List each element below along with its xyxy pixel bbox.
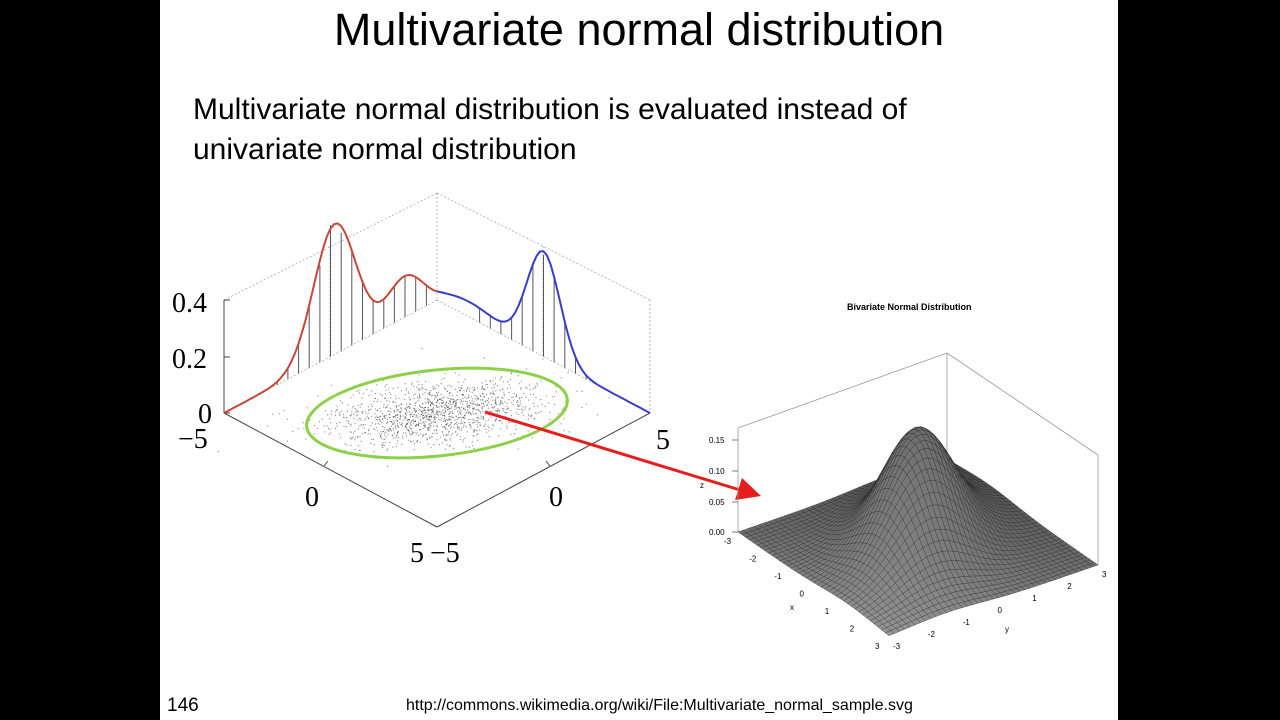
z-tick-0-2: 0.2 [172,344,207,375]
slide-number: 146 [167,695,199,716]
body-line-2: univariate normal distribution [193,133,577,166]
red-arrow [484,410,761,500]
source-url[interactable]: http://commons.wikimedia.org/wiki/File:M… [406,697,913,714]
marginal-curve-y [436,250,651,414]
y-tick-neg5: −5 [430,538,460,569]
right-z-tick-2: 0.05 [709,498,725,507]
y-tick-5: 5 [656,425,670,456]
right-y-tick: -1 [963,618,971,627]
right-y-label: y [1005,625,1009,634]
right-x-tick: -2 [749,555,757,564]
right-x-tick: 1 [825,607,830,616]
y-tick-0: 0 [549,482,563,513]
slide-title: Multivariate normal distribution [333,4,945,55]
right-x-tick: -1 [774,572,782,581]
right-x-label: x [790,603,794,612]
left-plot-floor [223,300,651,528]
right-y-tick: 0 [998,606,1003,615]
x-tick-5: 5 [410,538,424,569]
x-tick-0: 0 [305,482,319,513]
confidence-ellipse [305,366,569,460]
right-x-tick: -3 [724,537,732,546]
slide: Multivariate normal distribution Multiva… [160,0,1118,720]
right-z-tick-1: 0.10 [709,467,725,476]
z-tick-0-4: 0.4 [172,288,207,319]
right-y-tick: -2 [928,630,936,639]
right-z-ticks [732,439,738,533]
right-x-tick: 2 [850,625,855,634]
body-line-1: Multivariate normal distribution is eval… [193,93,907,126]
right-x-tick: 0 [800,590,805,599]
right-x-tick: 3 [875,642,880,651]
right-plot-title: Bivariate Normal Distribution [847,302,972,312]
right-y-ticks: -3 -2 -1 0 1 2 3 [893,570,1107,651]
right-z-label: z [700,481,704,490]
right-y-tick: -3 [893,642,901,651]
right-z-tick-0: 0.15 [709,436,725,445]
z-tick-0: 0 [198,399,212,430]
surface-mesh [737,426,1099,636]
right-plot: Bivariate Normal Distribution 0.15 [700,302,1107,651]
histogram-x [234,225,427,408]
figure: 0.4 0.2 0 −5 0 5 −5 0 5 Bivariate Normal… [172,192,1107,651]
slide-body: Multivariate normal distribution is eval… [193,90,1093,170]
right-y-tick: 1 [1032,594,1037,603]
right-z-tick-3: 0.00 [709,528,725,537]
right-y-tick: 2 [1067,582,1072,591]
left-plot: 0.4 0.2 0 −5 0 5 −5 0 5 [172,192,670,569]
scatter-cloud [217,348,610,467]
right-y-tick: 3 [1102,570,1107,579]
right-x-ticks: -3 -2 -1 0 1 2 3 [724,537,880,651]
marginal-curve-x [223,222,438,414]
x-tick-neg5: −5 [178,424,208,455]
